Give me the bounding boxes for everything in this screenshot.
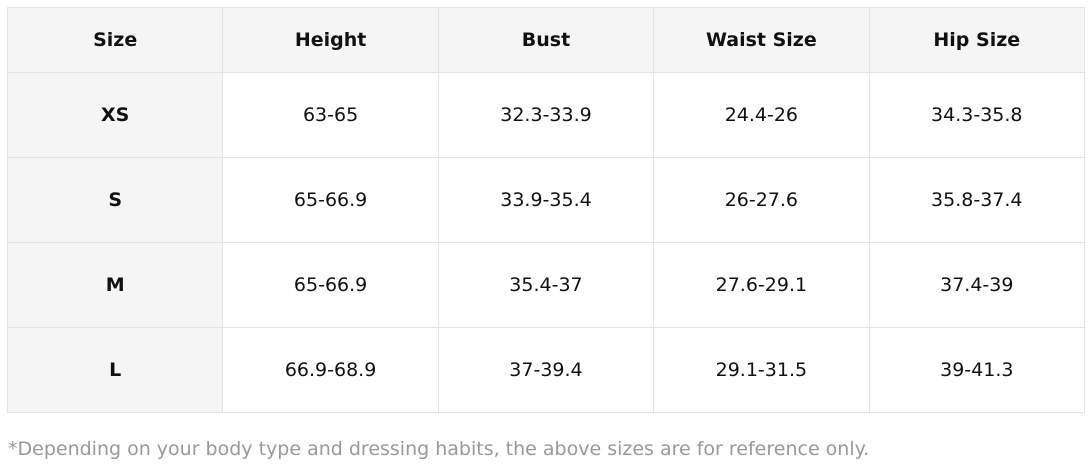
size-table: Size Height Bust Waist Size Hip Size XS 63-65… — [6, 7, 1086, 413]
size-cell: M — [6, 242, 224, 328]
table-cell: 66.9-68.9 — [222, 327, 439, 413]
table-cell: 33.9-35.4 — [437, 157, 655, 243]
table-cell: 35.8-37.4 — [868, 157, 1086, 243]
header-cell: Waist Size — [653, 7, 870, 73]
table-cell: 65-66.9 — [222, 242, 439, 328]
table-cell: 34.3-35.8 — [868, 72, 1086, 158]
table-cell: 37-39.4 — [437, 327, 655, 413]
table-cell: 39-41.3 — [868, 327, 1086, 413]
table-row: M 65-66.9 35.4-37 27.6-29.1 37.4-39 — [6, 242, 1086, 328]
header-cell: Height — [222, 7, 439, 73]
table-cell: 29.1-31.5 — [653, 327, 870, 413]
table-cell: 65-66.9 — [222, 157, 439, 243]
table-cell: 32.3-33.9 — [437, 72, 655, 158]
header-cell: Bust — [437, 7, 655, 73]
table-cell: 37.4-39 — [868, 242, 1086, 328]
table-row: XS 63-65 32.3-33.9 24.4-26 34.3-35.8 — [6, 72, 1086, 158]
size-cell: S — [6, 157, 224, 243]
table-cell: 35.4-37 — [437, 242, 655, 328]
note: *Depending on your body type and dressin… — [8, 438, 870, 460]
table-row: L 66.9-68.9 37-39.4 29.1-31.5 39-41.3 — [6, 327, 1086, 413]
size-cell: L — [6, 327, 224, 413]
header-row: Size Height Bust Waist Size Hip Size — [6, 7, 1086, 73]
table-cell: 24.4-26 — [653, 72, 870, 158]
table-row: S 65-66.9 33.9-35.4 26-27.6 35.8-37.4 — [6, 157, 1086, 243]
header-cell: Hip Size — [868, 7, 1086, 73]
table-cell: 63-65 — [222, 72, 439, 158]
header-cell: Size — [6, 7, 224, 73]
table-body: XS 63-65 32.3-33.9 24.4-26 34.3-35.8 S 65-66.9… — [6, 72, 1086, 413]
table-cell: 26-27.6 — [653, 157, 870, 243]
table-cell: 27.6-29.1 — [653, 242, 870, 328]
size-cell: XS — [6, 72, 224, 158]
